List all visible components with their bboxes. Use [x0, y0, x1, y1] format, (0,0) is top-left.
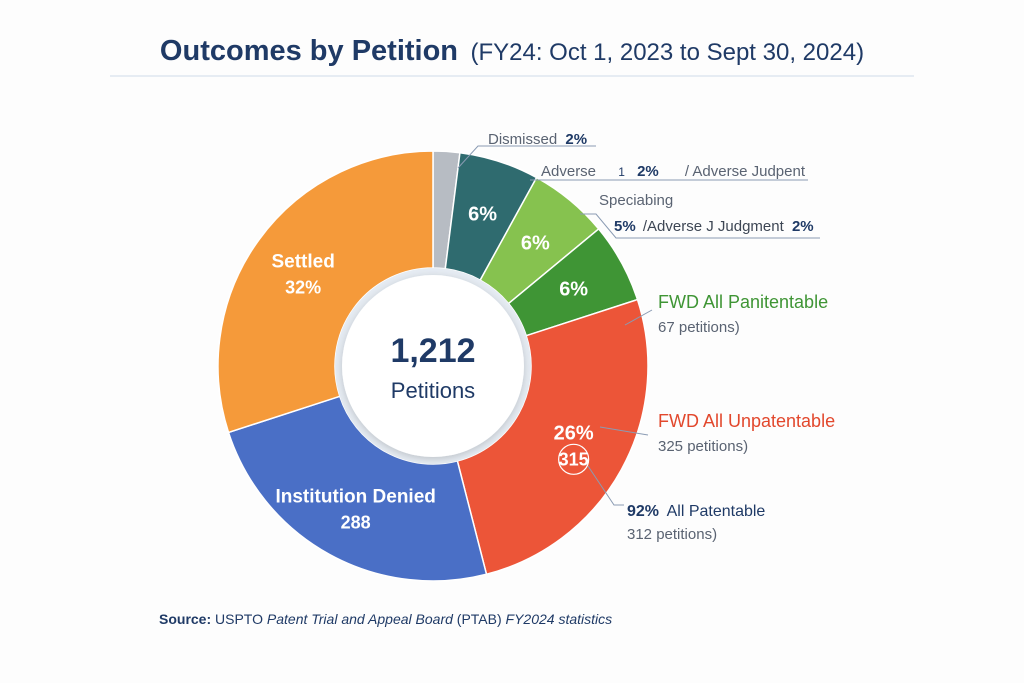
chart-title-group: Outcomes by Petition (FY24: Oct 1, 2023 … — [160, 35, 864, 67]
annotation-speciabing: 5% /Adverse J Judgment 2% — [614, 218, 814, 235]
slice-sublabel-ring-fwd-all-unpatentable — [558, 443, 590, 475]
annotation-speciabing-title: Speciabing — [599, 192, 673, 209]
annotation-adverse: Adverse 1 2% / Adverse Judpent — [541, 163, 806, 180]
donut-hole — [342, 275, 524, 457]
center-label: Petitions — [391, 378, 475, 403]
annotation-fwd-panitentable-title: FWD All Panitentable — [658, 292, 828, 312]
annotation-all-patentable: 92% All Patentable — [627, 503, 765, 520]
source-prefix: Source: — [159, 611, 212, 627]
annotation-fwd-unpatentable-title: FWD All Unpatentable — [658, 411, 835, 431]
annotation-all-patentable-value: 92% — [627, 503, 659, 520]
slice-label-fwd-all-unpatentable: 26% — [554, 422, 594, 444]
source-text-d: FY2024 statistics — [505, 611, 613, 627]
annotation-fwd-unpatentable-count: 325 petitions) — [658, 438, 748, 455]
source-text-a: USPTO — [215, 611, 267, 627]
slice-label-fwd-all-panitentable: 6% — [559, 279, 588, 301]
slice-label-adverse: 6% — [468, 203, 497, 225]
annotation-dismissed: Dismissed 2% — [488, 131, 587, 148]
slice-label-settled: Settled — [271, 252, 334, 273]
chart-subtitle: (FY24: Oct 1, 2023 to Sept 30, 2024) — [470, 39, 864, 66]
annotation-adverse-text: Adverse — [541, 163, 596, 180]
leader-line-fwd-unpatentable — [599, 426, 649, 436]
leader-line-fwd-panitentable — [624, 309, 653, 326]
slice-label-speciabing: 6% — [521, 232, 550, 254]
leader-line-all-patentable — [587, 465, 624, 506]
annotation-fwd-panitentable-count: 67 petitions) — [658, 319, 740, 336]
center-total: 1,212 — [390, 332, 475, 370]
leader-lines — [457, 145, 820, 506]
source-text-b: Patent Trial and Appeal Board — [266, 611, 453, 627]
chart-title: Outcomes by Petition — [160, 35, 458, 67]
annotation-adverse-value: 2% — [637, 163, 659, 180]
annotation-dismissed-text: Dismissed — [488, 131, 557, 148]
slice-sublabel-institution-denied: 288 — [341, 513, 371, 533]
annotation-all-patentable-count: 312 petitions) — [627, 526, 717, 543]
leader-line-dismissed — [457, 145, 596, 169]
annotation-adverse-tail: / Adverse Judpent — [685, 163, 806, 180]
annotation-speciabing-tail: /Adverse J Judgment — [643, 218, 785, 235]
slice-label-institution-denied: Institution Denied — [275, 487, 435, 508]
leader-line-speciabing — [580, 213, 820, 239]
annotation-adverse-mid: 1 — [618, 165, 625, 179]
annotation-speciabing-value2: 2% — [792, 218, 814, 235]
annotation-all-patentable-title: All Patentable — [667, 503, 766, 520]
slice-sublabel-settled: 32% — [285, 278, 321, 298]
source-note: Source: USPTO Patent Trial and Appeal Bo… — [159, 611, 612, 627]
annotation-dismissed-value: 2% — [565, 131, 587, 148]
slice-sublabel-fwd-all-unpatentable: 315 — [559, 449, 589, 469]
source-text-c: (PTAB) — [452, 611, 506, 627]
donut-slices — [217, 150, 649, 582]
annotation-speciabing-value: 5% — [614, 218, 636, 235]
slice-labels: 6% 6% 6% 26% 315 Institution Denied 288 Settled… — [271, 203, 593, 532]
